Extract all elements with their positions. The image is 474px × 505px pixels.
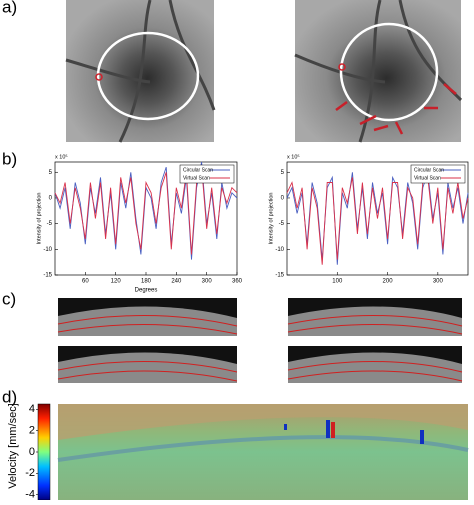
panel-label: d) — [2, 387, 17, 406]
y-tick-label: -5 — [47, 221, 53, 227]
velocity-map — [57, 404, 469, 500]
x-axis-label: Degrees — [135, 288, 158, 294]
oct-scans — [57, 298, 463, 383]
x-tick-label: 180 — [141, 279, 152, 285]
y-axis-label: Intensity of projection — [268, 193, 274, 245]
y-axis-label: Velocity [mm/sec] — [7, 403, 19, 489]
y-tick-label: -15 — [275, 273, 284, 279]
y-tick-label: 2 — [29, 425, 35, 437]
y-tick-label: -10 — [275, 247, 284, 253]
colorbar — [37, 403, 51, 501]
panel-label: c) — [2, 289, 16, 308]
legend-label: Virtual Scan — [183, 175, 210, 181]
x-tick-label: 300 — [202, 279, 213, 285]
legend-label: Circular Scan — [414, 167, 444, 173]
series-line — [54, 166, 238, 255]
series-line — [286, 176, 469, 265]
x-tick-label: 100 — [332, 279, 343, 285]
x-tick-label: 200 — [383, 279, 394, 285]
panel-label: a) — [2, 0, 17, 16]
fundus-image — [65, 0, 216, 143]
legend-label: Virtual Scan — [414, 175, 441, 181]
y-tick-label: 5 — [49, 170, 53, 176]
y-tick-label: -4 — [25, 489, 35, 500]
y-tick-label: 0 — [29, 446, 35, 458]
fundus-image — [294, 0, 463, 143]
y-tick-label: -5 — [279, 221, 285, 227]
x-tick-label: 120 — [111, 279, 122, 285]
y-axis-label: Intensity of projection — [36, 193, 42, 245]
panel-label: b) — [2, 149, 17, 168]
x-tick-label: 240 — [171, 279, 182, 285]
y-exponent: x 10⁵ — [287, 153, 300, 160]
y-tick-label: -2 — [25, 467, 35, 479]
y-tick-label: 5 — [281, 170, 285, 176]
y-tick-label: -15 — [43, 273, 52, 279]
y-tick-label: -10 — [43, 247, 52, 253]
y-tick-label: 4 — [29, 403, 35, 415]
legend-label: Circular Scan — [183, 167, 213, 173]
x-tick-label: 300 — [433, 279, 444, 285]
x-tick-label: 60 — [82, 279, 89, 285]
y-tick-label: 0 — [281, 196, 285, 202]
x-tick-label: 360 — [232, 279, 243, 285]
y-exponent: x 10⁵ — [55, 153, 68, 160]
y-tick-label: 0 — [49, 196, 53, 202]
